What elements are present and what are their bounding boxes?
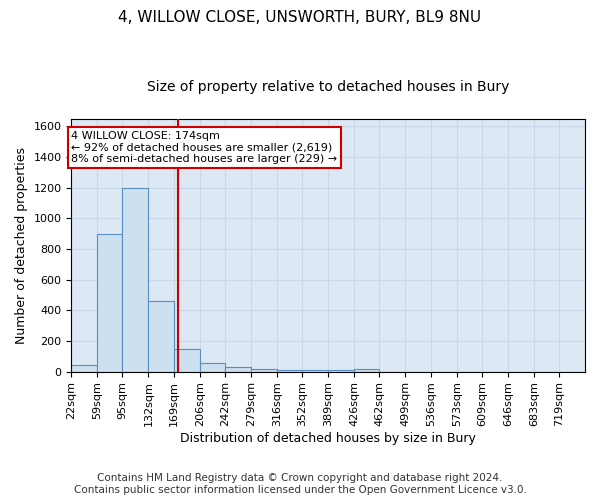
Bar	[71, 366, 97, 372]
Bar	[226, 367, 251, 372]
Text: 4 WILLOW CLOSE: 174sqm
← 92% of detached houses are smaller (2,619)
8% of semi-d: 4 WILLOW CLOSE: 174sqm ← 92% of detached…	[71, 131, 338, 164]
Bar	[302, 370, 328, 372]
Bar	[200, 363, 226, 372]
Bar	[251, 370, 277, 372]
Bar	[174, 348, 200, 372]
Bar	[328, 370, 354, 372]
Bar	[97, 234, 122, 372]
X-axis label: Distribution of detached houses by size in Bury: Distribution of detached houses by size …	[180, 432, 476, 445]
Bar	[122, 188, 148, 372]
Title: Size of property relative to detached houses in Bury: Size of property relative to detached ho…	[147, 80, 509, 94]
Bar	[148, 301, 174, 372]
Y-axis label: Number of detached properties: Number of detached properties	[15, 146, 28, 344]
Bar	[354, 370, 379, 372]
Text: 4, WILLOW CLOSE, UNSWORTH, BURY, BL9 8NU: 4, WILLOW CLOSE, UNSWORTH, BURY, BL9 8NU	[118, 10, 482, 25]
Text: Contains HM Land Registry data © Crown copyright and database right 2024.
Contai: Contains HM Land Registry data © Crown c…	[74, 474, 526, 495]
Bar	[277, 370, 302, 372]
